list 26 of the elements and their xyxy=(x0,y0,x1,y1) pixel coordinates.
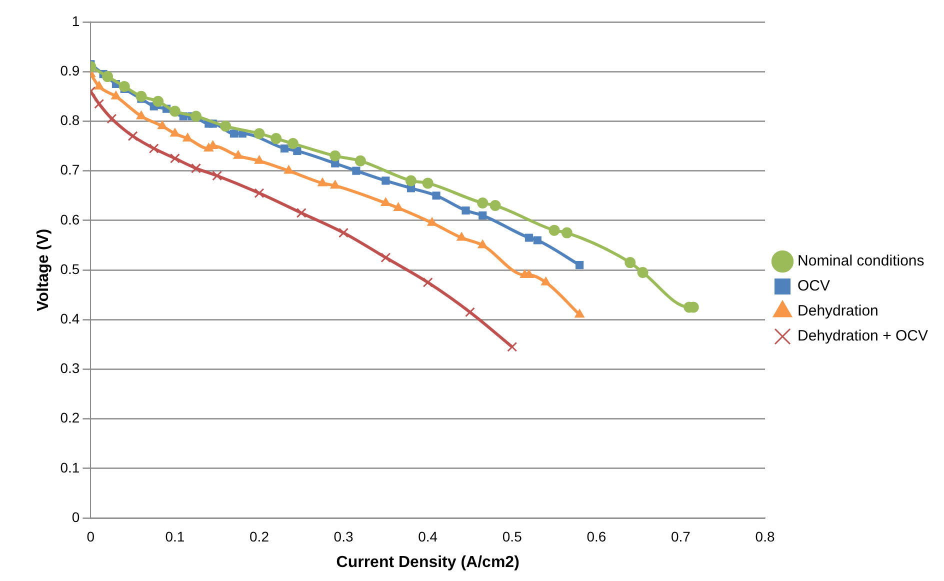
y-tick-label: 0.2 xyxy=(60,410,80,426)
y-tick-label: 0.3 xyxy=(60,360,80,376)
x-tick-label: 0.8 xyxy=(755,528,775,544)
x-tick-label: 0.5 xyxy=(502,528,522,544)
x-tick-label: 0.7 xyxy=(670,528,691,544)
x-tick-label: 0.1 xyxy=(165,528,185,544)
y-tick-label: 0.4 xyxy=(60,310,80,326)
y-axis-title: Voltage (V) xyxy=(35,228,52,312)
legend-label: OCV xyxy=(798,278,830,295)
x-tick-label: 0.4 xyxy=(418,528,438,544)
y-tick-label: 0.7 xyxy=(60,162,80,178)
x-tick-label: 0.6 xyxy=(586,528,606,544)
legend-label: Dehydration xyxy=(798,302,878,320)
x-axis-title: Current Density (A/cm2) xyxy=(336,554,520,571)
y-tick-label: 0.5 xyxy=(60,260,80,277)
y-tick-label: 0.9 xyxy=(60,62,80,78)
y-tick-label: 1 xyxy=(72,12,80,29)
x-tick-label: 0.3 xyxy=(334,528,354,544)
y-tick-label: 0.6 xyxy=(60,211,80,228)
legend-label: Nominal conditions xyxy=(798,252,924,270)
y-tick-label: 0 xyxy=(72,508,80,525)
x-tick-label: 0.2 xyxy=(250,528,270,544)
y-tick-label: 0.8 xyxy=(60,112,80,128)
y-tick-label: 0.1 xyxy=(60,459,80,476)
legend-label: Dehydration + OCV xyxy=(798,328,928,345)
x-tick-label: 0 xyxy=(86,528,95,544)
